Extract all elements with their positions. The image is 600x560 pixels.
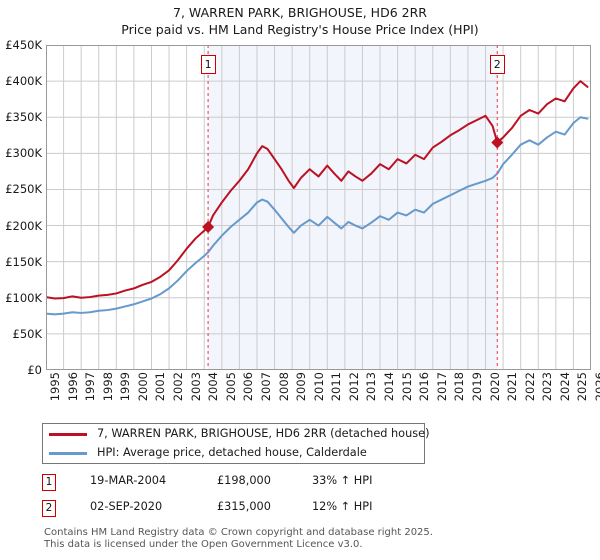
x-axis-tick-label: 1997 [83, 372, 98, 402]
x-axis-tick-label: 1996 [65, 372, 80, 402]
x-axis-tick-label: 2006 [241, 372, 256, 402]
x-axis-tick-label: 2025 [575, 372, 590, 402]
transaction-hpi-delta: 12% ↑ HPI [312, 500, 373, 513]
y-axis-tick-label: £450K [5, 38, 42, 52]
table-row[interactable]: 2 02-SEP-2020 £315,000 12% ↑ HPI [42, 498, 462, 524]
legend-entry-hpi[interactable]: HPI: Average price, detached house, Cald… [49, 443, 424, 462]
x-axis-tick-label: 2018 [452, 372, 467, 402]
x-axis-tick-label: 2007 [258, 372, 273, 402]
transaction-price: £198,000 [217, 474, 271, 487]
x-axis-tick-label: 2008 [276, 372, 291, 402]
x-axis-tick-label: 2011 [329, 372, 344, 402]
transaction-index-badge: 1 [42, 474, 56, 491]
x-axis-tick-label: 2023 [540, 372, 555, 402]
x-axis-tick-label: 2010 [311, 372, 326, 402]
y-axis-tick-label: £150K [5, 254, 42, 269]
gridlines [46, 45, 591, 370]
x-axis-tick-label: 2015 [399, 372, 414, 402]
x-axis-tick-label: 2012 [346, 372, 361, 402]
x-axis-tick-label: 2014 [382, 372, 397, 402]
x-axis-tick-label: 2019 [469, 372, 484, 402]
x-axis-tick-label: 2022 [522, 372, 537, 402]
x-axis: 1995 1996 1997 1998 1999 2000 2001 2002 2003 2004… [46, 372, 600, 418]
legend-entry-property[interactable]: 7, WARREN PARK, BRIGHOUSE, HD6 2RR (deta… [49, 424, 430, 443]
transaction-price: £315,000 [217, 500, 271, 513]
legend-label-property: 7, WARREN PARK, BRIGHOUSE, HD6 2RR (deta… [97, 427, 430, 440]
y-axis-tick-label: £350K [5, 110, 42, 125]
attribution-footer: Contains HM Land Registry data © Crown c… [44, 527, 584, 551]
transaction-date: 19-MAR-2004 [90, 474, 167, 487]
chart-legend: 7, WARREN PARK, BRIGHOUSE, HD6 2RR (deta… [42, 423, 430, 464]
x-axis-tick-label: 2009 [294, 372, 309, 402]
x-axis-tick-label: 1995 [48, 372, 62, 402]
y-axis-tick-label: £50K [12, 326, 43, 341]
x-axis-tick-label: 2005 [223, 372, 238, 402]
y-axis-tick-label: £0 [27, 363, 42, 377]
x-axis-tick-label: 2021 [505, 372, 520, 402]
y-axis-tick-label: £250K [5, 182, 42, 197]
table-row[interactable]: 1 19-MAR-2004 £198,000 33% ↑ HPI [42, 472, 462, 498]
y-axis-tick-label: £400K [5, 74, 42, 89]
x-axis-tick-label: 1998 [100, 372, 115, 402]
legend-label-hpi: HPI: Average price, detached house, Cald… [97, 446, 367, 459]
y-axis-tick-label: £200K [5, 218, 42, 233]
highlight-band [208, 45, 498, 370]
x-axis-tick-label: 2016 [417, 372, 432, 402]
transaction-index-badge: 2 [42, 500, 56, 517]
x-axis-tick-label: 2026 [593, 372, 600, 402]
legend-swatch-hpi [49, 452, 87, 455]
footer-licence-line: This data is licensed under the Open Gov… [44, 539, 363, 550]
x-axis-tick-label: 1999 [118, 372, 133, 402]
x-axis-tick-label: 2004 [206, 372, 221, 402]
x-axis-tick-label: 2003 [188, 372, 203, 402]
x-axis-tick-label: 2024 [557, 372, 572, 402]
price-history-line-chart [46, 45, 591, 370]
footer-copyright-line: Contains HM Land Registry data © Crown c… [44, 527, 433, 538]
transactions-table: 1 19-MAR-2004 £198,000 33% ↑ HPI 2 02-SE… [42, 472, 462, 524]
x-axis-tick-label: 2002 [171, 372, 186, 402]
x-axis-tick-label: 2020 [487, 372, 502, 402]
transaction-hpi-delta: 33% ↑ HPI [312, 474, 373, 487]
plot-border [46, 45, 591, 370]
y-axis-tick-label: £100K [5, 290, 42, 305]
x-axis-tick-label: 2013 [364, 372, 379, 402]
legend-swatch-property [49, 433, 87, 436]
y-axis-tick-label: £300K [5, 146, 42, 161]
page-subtitle: Price paid vs. HM Land Registry's House … [121, 22, 479, 37]
transaction-date: 02-SEP-2020 [90, 500, 163, 513]
page-title: 7, WARREN PARK, BRIGHOUSE, HD6 2RR [173, 5, 427, 20]
x-axis-tick-label: 2017 [434, 372, 449, 402]
chart-marker-flag-1[interactable]: 1 [200, 55, 216, 74]
chart-marker-flag-2[interactable]: 2 [489, 55, 505, 74]
x-axis-tick-label: 2001 [153, 372, 168, 402]
chart-title-block: 7, WARREN PARK, BRIGHOUSE, HD6 2RR Price… [0, 4, 600, 38]
x-axis-tick-label: 2000 [135, 372, 150, 402]
transaction-markers [202, 45, 504, 370]
